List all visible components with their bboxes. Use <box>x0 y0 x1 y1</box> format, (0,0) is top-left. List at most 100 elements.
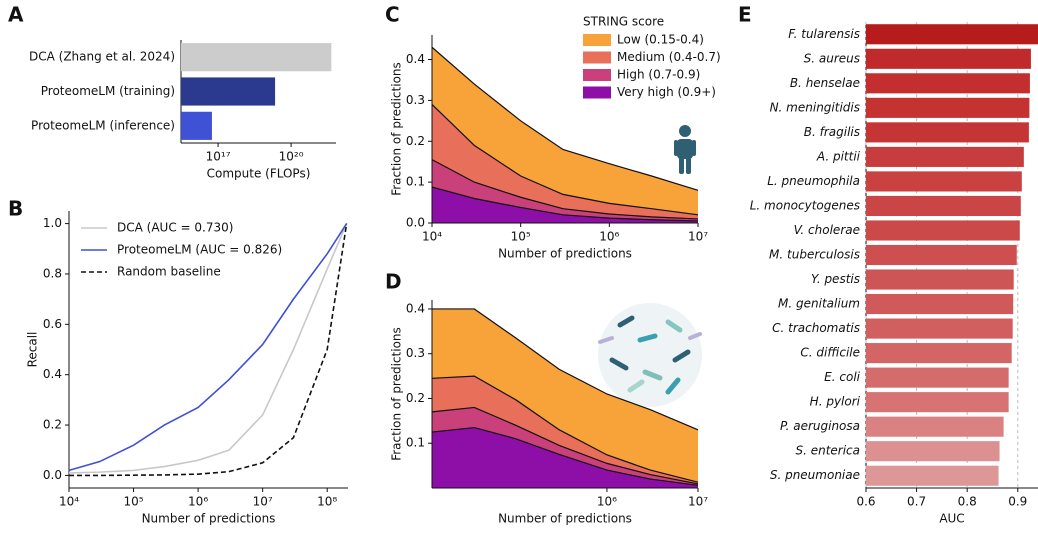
line-series <box>69 223 348 477</box>
x-tick-label: 0.8 <box>958 495 977 509</box>
x-tick-label: 10⁶ <box>599 230 619 244</box>
bar <box>181 77 276 106</box>
category-label: S. pneumoniae <box>770 468 860 482</box>
bar <box>866 416 1004 437</box>
x-tick-label: 10²⁰ <box>279 150 304 164</box>
legend-swatch <box>583 69 611 81</box>
legend-label: ProteomeLM (AUC = 0.826) <box>117 243 282 257</box>
bar <box>866 441 1000 462</box>
bar <box>866 318 1013 339</box>
category-label: DCA (Zhang et al. 2024) <box>29 50 175 64</box>
category-label: B. fragilis <box>804 125 860 139</box>
area-edge <box>431 406 699 485</box>
x-axis-label: Compute (FLOPs) <box>207 167 311 181</box>
y-axis-label: Fraction of predictions <box>390 327 404 461</box>
category-label: S. aureus <box>804 51 860 65</box>
x-tick-label: 10¹⁷ <box>206 150 231 164</box>
bar <box>866 48 1031 69</box>
y-axis-label: Recall <box>26 332 40 368</box>
y-tick-label: 0.2 <box>406 391 425 405</box>
bar <box>866 73 1030 94</box>
category-label: C. trachomatis <box>772 321 860 335</box>
x-tick-label: 10⁷ <box>688 495 708 509</box>
y-tick-label: 0.4 <box>406 52 425 66</box>
y-tick-label: 0.1 <box>406 436 425 450</box>
bar <box>866 465 999 486</box>
bar <box>866 220 1020 241</box>
bar <box>866 392 1009 413</box>
axes: C 10⁴ 10⁵ 10⁶ 10⁷ 0.0 0.1 0.2 0.3 0.4 Number of pr… <box>385 3 708 261</box>
category-label: N. meningitidis <box>770 100 860 114</box>
x-tick-label: 10⁷ <box>688 230 708 244</box>
legend-label: Very high (0.9+) <box>617 85 716 99</box>
x-axis-label: AUC <box>939 512 964 526</box>
x-axis-label: Number of predictions <box>498 512 632 526</box>
line-series <box>68 223 348 474</box>
panel-letter: C <box>385 3 400 27</box>
bar <box>181 43 332 72</box>
y-tick-label: 0.0 <box>406 216 425 230</box>
category-label: ProteomeLM (training) <box>41 84 175 98</box>
category-label: H. pylori <box>810 395 861 409</box>
x-tick-label: 10⁷ <box>253 495 273 509</box>
y-tick-label: 0.8 <box>43 266 62 280</box>
legend-swatch <box>583 86 611 99</box>
y-tick-label: 1.0 <box>43 216 62 230</box>
panel-letter: B <box>8 197 23 221</box>
category-label: L. monocytogenes <box>750 198 860 212</box>
category-label: S. enterica <box>795 444 860 458</box>
x-tick-label: 0.7 <box>907 495 926 509</box>
category-label: Y. pestis <box>811 272 860 286</box>
legend-title: STRING score <box>583 15 664 29</box>
panel-letter: E <box>738 3 752 27</box>
category-label: M. genitalium <box>778 297 860 311</box>
x-tick-label: 10⁴ <box>422 230 442 244</box>
legend-label: Random baseline <box>117 265 221 279</box>
legend-swatch <box>583 51 611 64</box>
legend-label: Low (0.15-0.4) <box>617 33 704 47</box>
area-fill <box>432 47 698 215</box>
bar <box>866 171 1022 192</box>
human-icon <box>674 125 696 174</box>
area-edge <box>431 426 699 486</box>
bar <box>866 244 1017 266</box>
y-axis-label: Fraction of predictions <box>390 62 404 196</box>
x-tick-label: 10⁸ <box>317 495 337 509</box>
area-fill <box>432 187 698 223</box>
x-axis-label: Number of predictions <box>498 247 632 261</box>
y-tick-label: 0.3 <box>406 346 425 360</box>
area-fill <box>432 104 698 219</box>
bacteria-icon <box>598 303 702 407</box>
x-tick-label: 10⁵ <box>124 495 144 509</box>
bar <box>866 195 1021 217</box>
area-fill <box>432 407 698 486</box>
legend-label: DCA (AUC = 0.730) <box>117 221 233 235</box>
area-fill <box>432 376 698 484</box>
category-label: M. tuberculosis <box>769 248 860 262</box>
x-tick-label: 10⁶ <box>597 495 617 509</box>
area-fill <box>432 159 698 221</box>
axes: E 0.6 0.7 0.8 0.9 AUC <box>738 3 1038 526</box>
category-label: ProteomeLM (inference) <box>31 118 175 132</box>
category-label: L. pneumophila <box>767 174 860 188</box>
bar <box>866 24 1038 45</box>
y-tick-label: 0.2 <box>43 418 62 432</box>
bar <box>866 293 1014 315</box>
x-axis-label: Number of predictions <box>142 512 276 526</box>
y-tick-label: 0.3 <box>406 93 425 107</box>
category-label: A. pittii <box>816 149 861 163</box>
category-label: B. henselae <box>790 76 860 90</box>
area-edge <box>432 308 699 431</box>
area-edge <box>431 46 699 191</box>
axes: D 10⁶ 10⁷ 0.1 0.2 0.3 0.4 Number of predictions… <box>385 270 708 526</box>
bar <box>866 269 1014 290</box>
y-tick-label: 0.0 <box>43 468 62 482</box>
x-tick-label: 0.6 <box>856 495 875 509</box>
area-edge <box>431 104 699 216</box>
category-label: V. cholerae <box>794 223 860 237</box>
bar <box>866 97 1030 118</box>
area-edge <box>431 375 699 483</box>
line-series <box>68 223 348 472</box>
bar <box>181 111 212 140</box>
